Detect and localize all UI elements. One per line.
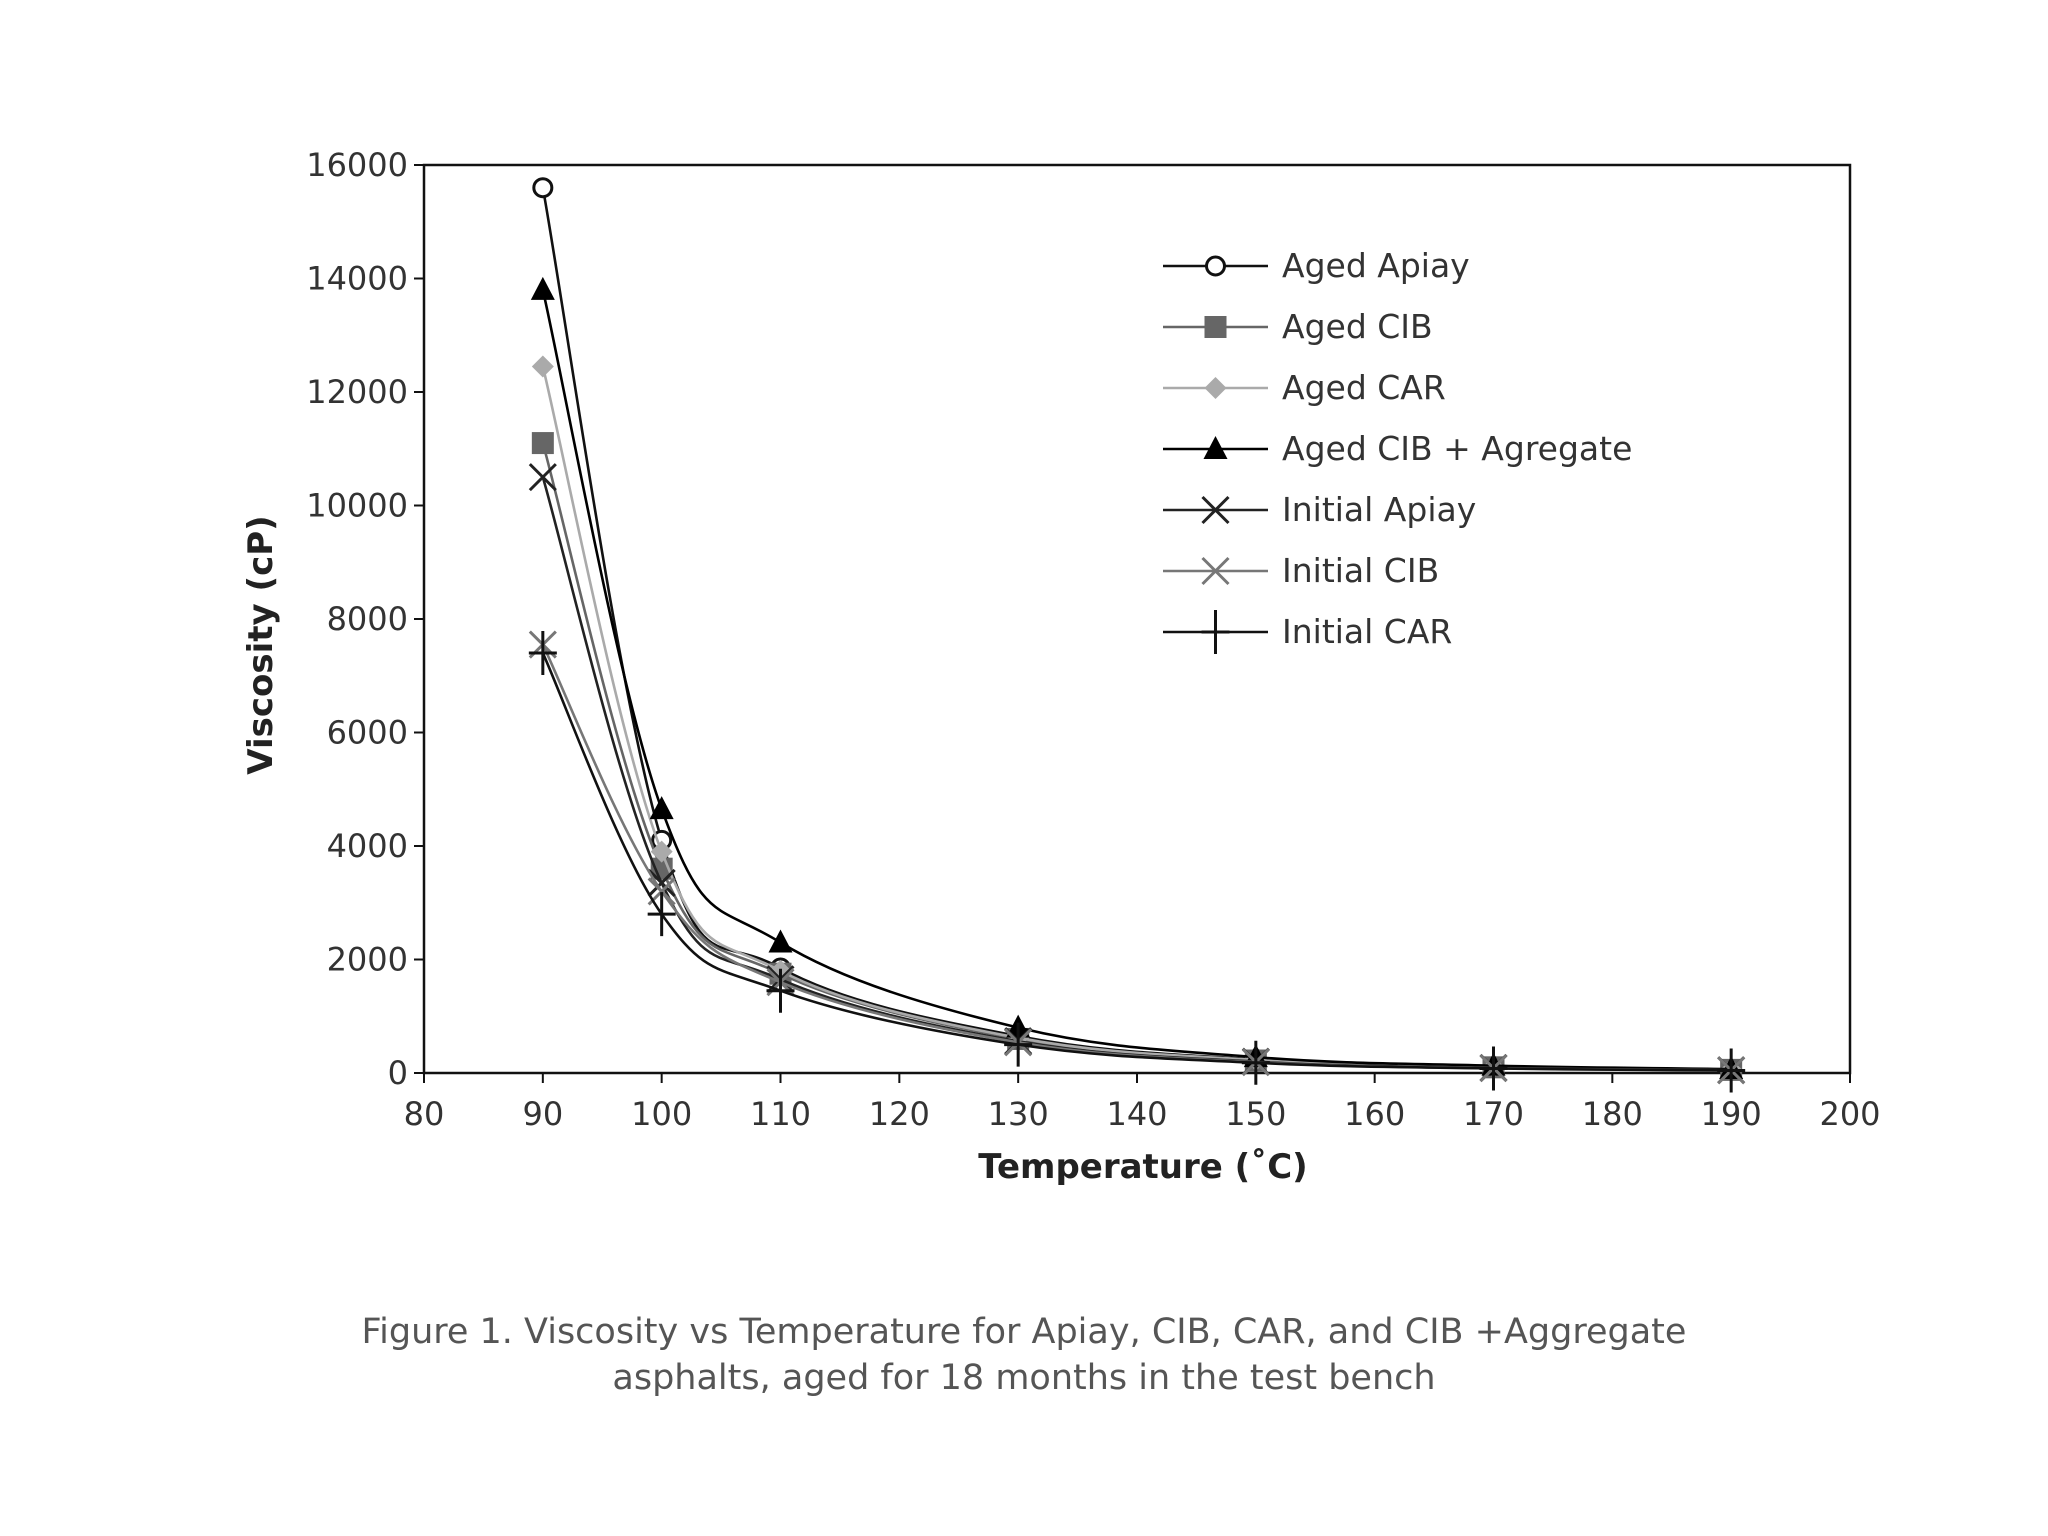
data-point xyxy=(649,796,674,820)
data-point xyxy=(766,968,795,1013)
data-point xyxy=(530,276,555,300)
plus-mark-stroke xyxy=(766,968,795,1013)
data-point xyxy=(1004,1022,1033,1067)
x-tick-label: 160 xyxy=(1344,1095,1405,1133)
plus-mark-stroke xyxy=(1479,1046,1508,1091)
x-tick-label: 200 xyxy=(1819,1095,1880,1133)
y-tick-label: 14000 xyxy=(306,260,408,298)
data-point xyxy=(528,463,557,492)
data-point xyxy=(1717,1048,1746,1093)
legend-marker xyxy=(1204,377,1227,399)
y-tick-label: 16000 xyxy=(306,146,408,184)
series-aged-apiay xyxy=(532,177,1742,1081)
x-tick-label: 180 xyxy=(1582,1095,1643,1133)
series-line xyxy=(541,289,1732,1071)
y-tick-label: 2000 xyxy=(327,941,408,979)
y-tick-label: 12000 xyxy=(306,373,408,411)
x-tick-label: 100 xyxy=(631,1095,692,1133)
series-line xyxy=(541,652,1732,1072)
y-tick-label: 10000 xyxy=(306,487,408,525)
x-tick-label: 170 xyxy=(1463,1095,1524,1133)
legend-marker xyxy=(1201,556,1230,586)
x-mark-stroke xyxy=(528,463,557,492)
legend-marker xyxy=(1201,610,1230,654)
x-tick-label: 150 xyxy=(1225,1095,1286,1133)
legend-item: Aged Apiay xyxy=(1163,246,1470,285)
legend-label: Aged CAR xyxy=(1282,368,1446,407)
series-initial-apiay xyxy=(528,463,1746,1085)
x-axis-title: Temperature (˚C) xyxy=(978,1147,1307,1187)
legend: Aged Apiay Aged CIB Aged CAR Aged CIB + Agr… xyxy=(1163,246,1632,654)
legend-marker xyxy=(1203,436,1228,459)
x-tick-label: 80 xyxy=(404,1095,445,1133)
x-tick-label: 140 xyxy=(1106,1095,1167,1133)
plus-mark-stroke xyxy=(1241,1040,1270,1085)
legend-item: Aged CIB xyxy=(1163,307,1433,346)
data-point xyxy=(528,631,557,676)
plus-mark-stroke xyxy=(528,631,557,676)
y-axis-title: Viscosity (cP) xyxy=(241,515,281,774)
legend-item: Initial Apiay xyxy=(1163,490,1476,529)
legend-label: Initial CIB xyxy=(1282,551,1439,590)
plot-frame xyxy=(422,163,1852,1075)
series-lines xyxy=(528,177,1746,1093)
plus-mark-stroke xyxy=(1004,1022,1033,1067)
y-tick-label: 4000 xyxy=(327,827,408,865)
data-point xyxy=(647,892,676,937)
plus-mark-stroke xyxy=(1717,1048,1746,1093)
legend-item: Aged CAR xyxy=(1163,368,1446,407)
legend-label: Aged Apiay xyxy=(1282,246,1470,285)
series-line xyxy=(541,187,1732,1071)
data-point xyxy=(1241,1040,1270,1085)
x-tick-label: 120 xyxy=(869,1095,930,1133)
series-initial-car xyxy=(528,631,1746,1093)
legend-label: Initial CAR xyxy=(1282,612,1452,651)
x-tick-label: 190 xyxy=(1701,1095,1762,1133)
x-tick-label: 90 xyxy=(522,1095,563,1133)
legend-marker xyxy=(1201,495,1230,525)
legend-item: Aged CIB + Agregate xyxy=(1163,429,1632,468)
x-mark-stroke xyxy=(1201,495,1230,525)
y-tick-label: 6000 xyxy=(327,714,408,752)
figure-caption: Figure 1. Viscosity vs Temperature for A… xyxy=(0,1312,2048,1398)
data-point xyxy=(531,432,554,455)
series-line xyxy=(541,476,1732,1072)
data-point xyxy=(768,929,793,953)
x-axis: 80 90 100 110 120 130 140 150 160 170 180 190 200 xyxy=(404,1073,1881,1133)
data-point xyxy=(1479,1046,1508,1091)
series-line xyxy=(541,366,1732,1072)
plus-mark-stroke xyxy=(647,892,676,937)
plus-mark-stroke xyxy=(1201,610,1230,654)
legend-marker xyxy=(1204,316,1227,338)
x-tick-label: 110 xyxy=(750,1095,811,1133)
series-aged-cib xyxy=(531,432,1743,1081)
data-point xyxy=(650,840,673,863)
caption-line-2: asphalts, aged for 18 months in the test… xyxy=(612,1358,1436,1398)
y-tick-label: 8000 xyxy=(327,600,408,638)
x-mark-stroke xyxy=(1201,556,1230,586)
series-line xyxy=(541,643,1732,1072)
legend-item: Initial CAR xyxy=(1163,610,1452,654)
legend-marker xyxy=(1205,255,1226,277)
data-point xyxy=(532,177,554,199)
legend-label: Aged CIB + Agregate xyxy=(1282,429,1632,468)
plot-area-border xyxy=(422,163,1852,1075)
series-initial-cib xyxy=(528,630,1746,1085)
legend-label: Initial Apiay xyxy=(1282,490,1476,529)
data-point xyxy=(647,868,676,897)
y-tick-label: 0 xyxy=(388,1054,408,1092)
legend-label: Aged CIB xyxy=(1282,307,1433,346)
caption-line-1: Figure 1. Viscosity vs Temperature for A… xyxy=(361,1312,1687,1352)
series-aged-cib-agregate xyxy=(530,276,1744,1080)
series-line xyxy=(541,442,1732,1072)
x-tick-label: 130 xyxy=(988,1095,1049,1133)
y-axis: 0 2000 4000 6000 8000 10000 12000 14000 16000 xyxy=(306,146,424,1092)
x-mark-stroke xyxy=(647,868,676,897)
data-point xyxy=(531,355,554,378)
legend-item: Initial CIB xyxy=(1163,551,1439,590)
